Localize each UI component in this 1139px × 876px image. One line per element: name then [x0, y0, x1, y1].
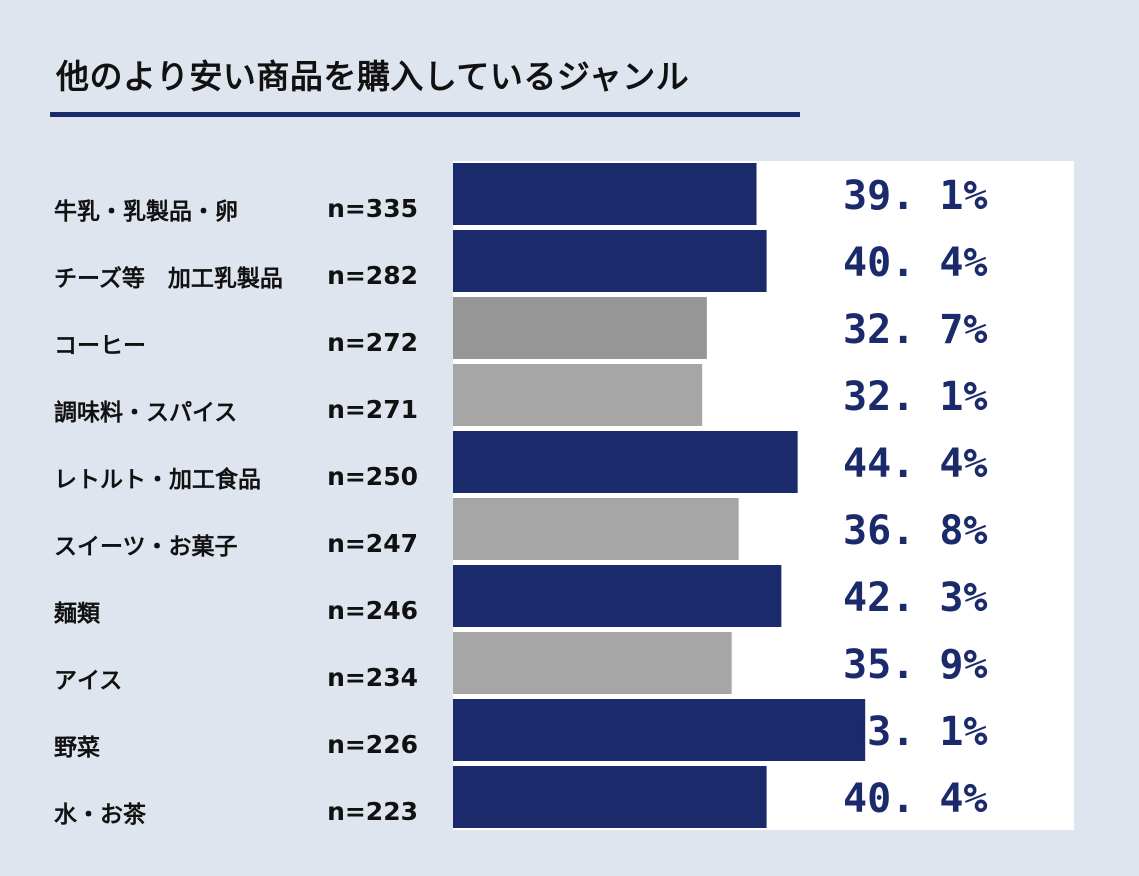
category-label: 水・お茶	[54, 802, 147, 828]
n-label: n=335	[327, 194, 418, 223]
bar-3	[453, 297, 707, 359]
n-label: n=223	[327, 797, 418, 826]
value-label: 44. 4%	[843, 441, 988, 487]
bar-8	[453, 632, 732, 694]
value-label: 53. 1%	[843, 709, 988, 755]
value-label: 32. 7%	[843, 307, 988, 353]
n-label: n=247	[327, 529, 418, 558]
n-label: n=246	[327, 596, 418, 625]
bar-6	[453, 498, 739, 560]
category-label: 牛乳・乳製品・卵	[54, 198, 238, 225]
n-label: n=234	[327, 663, 418, 692]
chart-title: 他のより安い商品を購入しているジャンル	[56, 57, 690, 96]
n-label: n=272	[327, 328, 418, 357]
category-label: 野菜	[54, 735, 100, 761]
value-label: 42. 3%	[843, 575, 988, 621]
n-label: n=226	[327, 730, 418, 759]
bar-5	[453, 431, 798, 493]
category-label: コーヒー	[54, 333, 146, 359]
value-label: 36. 8%	[843, 508, 988, 554]
category-label: レトルト・加工食品	[54, 466, 261, 493]
bar-1	[453, 163, 757, 225]
value-label: 40. 4%	[843, 776, 988, 822]
value-label: 40. 4%	[843, 240, 988, 286]
bar-7	[453, 565, 782, 627]
bar-2	[453, 230, 767, 292]
value-label: 35. 9%	[843, 642, 988, 688]
category-label: 麺類	[53, 601, 101, 627]
n-label: n=250	[327, 462, 418, 491]
category-label: チーズ等 加工乳製品	[54, 265, 283, 292]
bar-9	[453, 699, 866, 761]
category-label: 調味料・スパイス	[54, 399, 237, 426]
n-label: n=271	[327, 395, 418, 424]
bar-10	[453, 766, 767, 828]
value-label: 39. 1%	[843, 173, 988, 219]
bar-4	[453, 364, 703, 426]
title-underline	[50, 112, 800, 117]
value-label: 32. 1%	[843, 374, 988, 420]
category-label: アイス	[54, 668, 122, 694]
n-label: n=282	[327, 261, 418, 290]
category-label: スイーツ・お菓子	[54, 534, 238, 560]
